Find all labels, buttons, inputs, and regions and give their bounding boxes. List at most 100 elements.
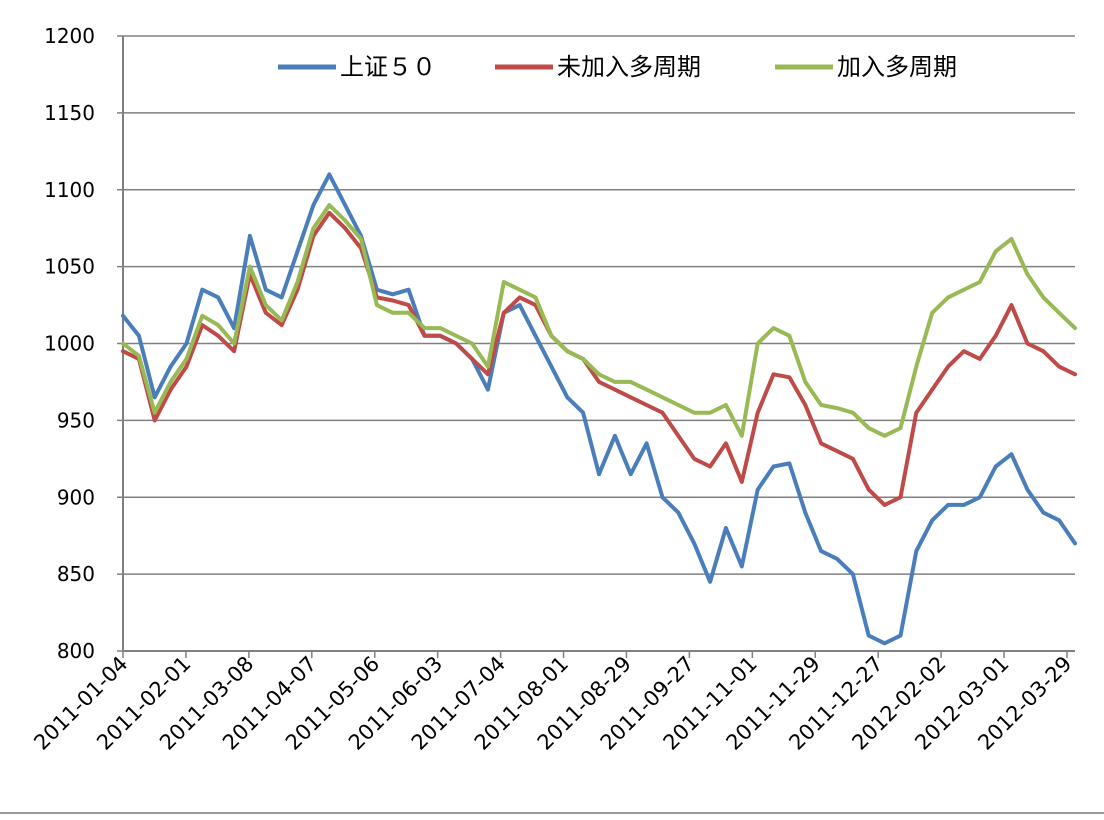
series-0-point-8	[248, 234, 252, 238]
series-0-point-44	[819, 549, 823, 553]
series-2-point-38	[724, 403, 728, 407]
series-1-point-17	[390, 298, 395, 303]
series-2-point-56	[1009, 237, 1014, 241]
series-2-point-44	[819, 403, 823, 407]
series-1-point-46	[851, 457, 855, 461]
series-1-point-20	[438, 334, 443, 338]
series-2-point-11	[295, 280, 300, 284]
series-2-point-48	[882, 434, 887, 438]
series-0-point-49	[898, 633, 903, 638]
series-0-point-51	[930, 518, 934, 523]
series-1-point-55	[993, 334, 998, 338]
series-2-point-46	[851, 410, 855, 415]
series-2-point-35	[676, 403, 681, 407]
series-1-point-4	[184, 364, 189, 369]
series-1-point-35	[676, 434, 681, 438]
series-0-point-14	[343, 203, 347, 207]
series-0-point-58	[1041, 510, 1046, 515]
series-2-point-12	[311, 226, 316, 230]
y-tick-label-1200: 1200	[44, 24, 95, 48]
series-1-point-52	[946, 364, 950, 369]
series-2-point-10	[279, 318, 284, 323]
series-2-point-30	[597, 372, 601, 377]
series-1-point-38	[724, 441, 728, 446]
series-1-point-25	[517, 295, 522, 300]
series-2-point-9	[264, 303, 268, 307]
series-2-point-14	[343, 218, 347, 223]
series-0-point-57	[1025, 487, 1030, 492]
series-0-point-52	[946, 503, 950, 507]
series-2-point-54	[978, 280, 982, 284]
series-0-point-6	[216, 295, 220, 300]
series-1-point-47	[866, 487, 871, 492]
series-2-point-50	[914, 364, 919, 369]
series-2-point-24	[502, 280, 506, 284]
series-0-point-38	[724, 526, 728, 530]
y-tick-label-900: 900	[57, 485, 95, 509]
series-0-point-40	[755, 487, 760, 492]
series-2-point-32	[628, 380, 633, 384]
series-2-point-28	[565, 349, 570, 354]
series-1-point-19	[422, 334, 427, 338]
series-0-point-17	[390, 292, 395, 297]
series-2-point-20	[438, 326, 443, 330]
series-1-point-3	[168, 387, 173, 392]
series-0-point-47	[866, 633, 871, 638]
series-1-point-60	[1073, 372, 1077, 377]
series-1-point-34	[660, 410, 665, 415]
series-0-point-28	[565, 395, 570, 400]
series-2-point-16	[375, 303, 379, 307]
series-0-point-33	[644, 441, 649, 446]
series-0-point-39	[740, 564, 744, 569]
series-0-point-48	[882, 641, 887, 646]
series-2-point-37	[708, 410, 712, 415]
series-0-point-7	[232, 326, 236, 330]
series-1-point-36	[692, 457, 696, 461]
series-0-point-1	[137, 334, 141, 338]
series-0-point-37	[708, 580, 712, 584]
series-1-point-50	[914, 410, 919, 415]
series-2-point-5	[200, 314, 205, 318]
series-0-point-55	[993, 464, 998, 469]
series-2-point-53	[962, 287, 966, 292]
series-0-point-12	[311, 203, 316, 207]
series-0-point-0	[121, 314, 125, 318]
series-1-point-57	[1025, 341, 1030, 346]
series-1-point-31	[613, 387, 617, 392]
series-1-point-51	[930, 387, 934, 392]
legend-label-0: 上证５０	[340, 53, 436, 81]
series-0-point-4	[184, 341, 189, 346]
series-0-point-43	[803, 510, 808, 515]
series-2-point-41	[771, 326, 776, 330]
series-0-point-5	[200, 287, 205, 292]
series-0-point-3	[168, 364, 173, 369]
series-0-point-2	[152, 395, 157, 400]
series-2-point-23	[486, 364, 490, 369]
series-2-point-8	[248, 264, 252, 269]
series-1-point-39	[740, 480, 744, 484]
series-1-point-40	[755, 410, 760, 415]
series-0-point-42	[787, 461, 792, 466]
series-1-point-45	[835, 449, 839, 453]
series-lines	[121, 172, 1077, 646]
y-tick-labels: 800 850 900 950 1000 1050 1100 1150 1200	[44, 24, 95, 663]
series-0-point-46	[851, 572, 855, 576]
series-0-point-50	[914, 549, 919, 553]
series-2-point-1	[137, 354, 141, 358]
series-1-point-6	[216, 334, 220, 338]
series-0-point-30	[597, 472, 601, 477]
series-2-point-0	[121, 341, 125, 346]
y-tick-label-1050: 1050	[44, 255, 95, 279]
series-0-point-23	[486, 387, 490, 392]
series-0-point-45	[835, 557, 839, 561]
series-2-point-55	[993, 249, 998, 254]
series-2-point-51	[930, 311, 934, 315]
y-tick-label-1150: 1150	[44, 101, 95, 125]
series-2-point-27	[549, 334, 554, 338]
series-2-point-45	[835, 406, 839, 410]
series-2-point-52	[946, 295, 950, 300]
series-2-point-25	[517, 287, 522, 292]
series-2-point-26	[533, 295, 538, 300]
